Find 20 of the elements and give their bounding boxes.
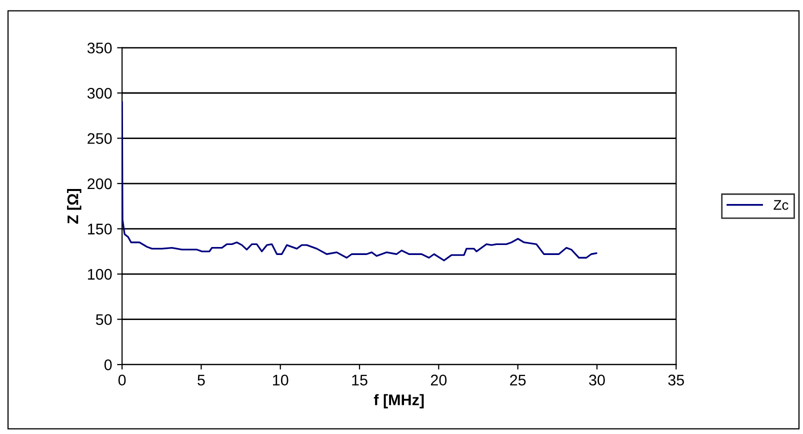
line-series — [122, 101, 598, 262]
y-tick-label: 0 — [104, 359, 112, 370]
x-tick-label: 20 — [430, 374, 447, 386]
x-tick-label: 0 — [118, 374, 126, 386]
y-tick-label: 250 — [88, 133, 112, 144]
y-tick-label: 300 — [87, 88, 112, 99]
y-tick-label: 150 — [88, 224, 112, 234]
y-tick-label: 200 — [88, 178, 112, 190]
x-axis-title: f [MHz] — [374, 394, 424, 408]
legend-label: Zc — [774, 200, 788, 210]
x-tick-label: 10 — [273, 374, 288, 386]
x-tick-label: 15 — [352, 374, 368, 386]
y-tick-label: 50 — [96, 314, 112, 325]
x-tick-label: 35 — [668, 374, 684, 386]
y-tick-label: 350 — [87, 42, 112, 54]
x-tick-label: 25 — [510, 374, 526, 386]
x-tick-label: 30 — [589, 374, 605, 386]
y-tick-label: 100 — [88, 268, 112, 280]
y-axis-title: Z [Ω] — [67, 189, 82, 224]
x-tick-label: 5 — [198, 374, 205, 386]
